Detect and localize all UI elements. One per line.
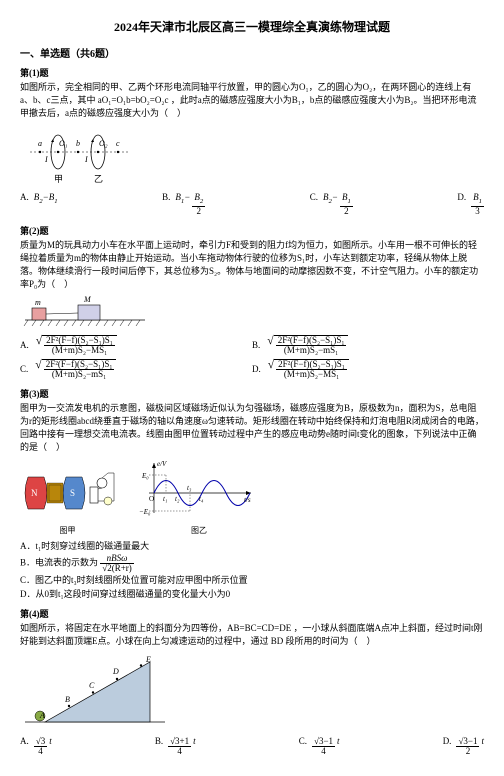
option-b: B. √3+14 t — [155, 736, 196, 756]
svg-text:t₁: t₁ — [163, 495, 167, 503]
option-c: C．图乙中的t₃时刻线圈所处位置可能对应甲图中所示位置 — [20, 574, 484, 587]
option-c: C. √3−14 t — [299, 736, 340, 756]
svg-text:a: a — [38, 139, 42, 148]
option-d: D. B13 — [457, 192, 484, 216]
option-a: A．t₁时刻穿过线圈的磁通量最大 — [20, 540, 484, 553]
question-body: 如图所示，将固定在水平地面上的斜面分为四等份，AB=BC=CD=DE ，一小球从… — [20, 622, 484, 648]
option-a: A. √34 t — [20, 736, 52, 756]
svg-text:t/s: t/s — [244, 496, 251, 504]
svg-text:I: I — [84, 155, 88, 164]
question-body: 质量为M的玩具动力小车在水平面上运动时，牵引力F和受到的阻力f均为恒力，如图所示… — [20, 239, 484, 291]
svg-text:b: b — [76, 139, 80, 148]
q4-figure: A B C D E — [20, 652, 484, 730]
question-head: 第(4)题 — [20, 607, 484, 620]
svg-text:m: m — [35, 298, 41, 307]
option-d: D. √ 2F²(F−f)(S₂−S₁)S₁(M+m)S₂−MS₁ — [252, 359, 484, 379]
q1-figure: a b c O₁ O₂ I I 甲 乙 — [20, 124, 484, 186]
question-2: 第(2)题 质量为M的玩具动力小车在水平面上运动时，牵引力F和受到的阻力f均为恒… — [20, 224, 484, 379]
svg-text:E₀: E₀ — [141, 472, 149, 480]
section-heading: 一、单选题（共6题） — [20, 45, 484, 60]
option-a: A. B2−B1 — [20, 192, 58, 216]
option-d: D．从0到t₁这段时间穿过线圈磁通量的变化量大小为0 — [20, 588, 484, 601]
option-b: B. B1− B22 — [162, 192, 205, 216]
svg-text:E: E — [145, 655, 151, 664]
option-b: B. √ 2F²(F−f)(S₂−S₁)S₁(M+m)S₂−mS₁ — [252, 335, 484, 355]
option-a: A. √ 2F²(F−f)(S₂−S₁)S₁(M+m)S₂−MS₁ — [20, 335, 252, 355]
svg-text:M: M — [83, 295, 92, 304]
question-body: 如图所示，完全相同的甲、乙两个环形电流同轴平行放置，甲的圆心为O₁，乙的圆心为O… — [20, 81, 484, 120]
svg-text:S: S — [70, 488, 75, 498]
svg-text:B: B — [65, 695, 70, 704]
svg-text:O₁: O₁ — [59, 139, 68, 148]
svg-text:−E₀: −E₀ — [139, 508, 151, 516]
question-head: 第(3)题 — [20, 387, 484, 400]
option-c: C. √ 2F²(F−f)(S₂−S₁)S₁(M+m)S₂−mS₁ — [20, 359, 252, 379]
svg-text:e/V: e/V — [157, 460, 167, 468]
svg-text:t₃: t₃ — [187, 484, 192, 492]
svg-text:t₄: t₄ — [199, 495, 204, 503]
svg-text:O: O — [149, 495, 154, 503]
svg-text:c: c — [116, 139, 120, 148]
question-body: 图甲为一交流发电机的示意图，磁极间区域磁场近似认为匀强磁场，磁感应强度为B，原极… — [20, 402, 484, 454]
option-b: B．电流表的示数为 nBSω√2(R+r) — [20, 554, 484, 573]
option-d: D. √3−12 t — [443, 736, 484, 756]
exam-title: 2024年天津市北辰区高三一模理综全真演练物理试题 — [20, 18, 484, 35]
question-4: 第(4)题 如图所示，将固定在水平地面上的斜面分为四等份，AB=BC=CD=DE… — [20, 607, 484, 756]
svg-text:N: N — [31, 488, 38, 498]
svg-text:I: I — [44, 155, 48, 164]
q2-figure: m M — [20, 295, 484, 329]
q3-options: A．t₁时刻穿过线圈的磁通量最大 B．电流表的示数为 nBSω√2(R+r) C… — [20, 540, 484, 601]
svg-text:乙: 乙 — [94, 174, 103, 184]
q1-options: A. B2−B1 B. B1− B22 C. B2− B12 D. B13 — [20, 192, 484, 216]
question-head: 第(1)题 — [20, 66, 484, 79]
svg-text:O₂: O₂ — [99, 139, 108, 148]
svg-text:C: C — [89, 681, 95, 690]
q3-figures: N S 图甲 — [20, 458, 484, 536]
q4-options: A. √34 t B. √3+14 t C. √3−14 t D. √3−12 … — [20, 736, 484, 756]
svg-text:D: D — [112, 667, 119, 676]
svg-text:甲: 甲 — [54, 174, 63, 184]
option-c: C. B2− B12 — [310, 192, 353, 216]
question-1: 第(1)题 如图所示，完全相同的甲、乙两个环形电流同轴平行放置，甲的圆心为O₁，… — [20, 66, 484, 216]
question-3: 第(3)题 图甲为一交流发电机的示意图，磁极间区域磁场近似认为匀强磁场，磁感应强… — [20, 387, 484, 601]
q2-options: A. √ 2F²(F−f)(S₂−S₁)S₁(M+m)S₂−MS₁ B. √ 2… — [20, 335, 484, 379]
svg-text:t₂: t₂ — [175, 495, 180, 503]
question-head: 第(2)题 — [20, 224, 484, 237]
